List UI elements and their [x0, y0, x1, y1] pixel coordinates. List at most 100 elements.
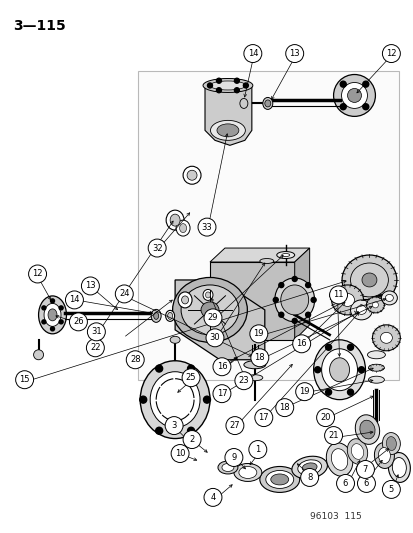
Circle shape	[292, 318, 297, 324]
Ellipse shape	[372, 325, 399, 351]
Ellipse shape	[385, 294, 392, 301]
Ellipse shape	[330, 449, 347, 470]
Ellipse shape	[270, 474, 288, 485]
Text: 5: 5	[388, 485, 393, 494]
Text: 10: 10	[174, 449, 185, 458]
Ellipse shape	[259, 466, 299, 492]
Text: 21: 21	[328, 431, 338, 440]
Text: 22: 22	[90, 343, 100, 352]
Text: 20: 20	[320, 413, 330, 422]
Ellipse shape	[276, 252, 294, 259]
Text: 9: 9	[231, 453, 236, 462]
Circle shape	[225, 417, 243, 434]
Ellipse shape	[350, 263, 387, 297]
Circle shape	[254, 409, 272, 426]
Circle shape	[358, 367, 363, 373]
Ellipse shape	[201, 302, 218, 318]
Ellipse shape	[167, 312, 172, 319]
Circle shape	[16, 371, 33, 389]
Text: 16: 16	[296, 340, 306, 348]
Ellipse shape	[274, 278, 314, 322]
Ellipse shape	[347, 88, 361, 102]
Circle shape	[357, 474, 375, 492]
Ellipse shape	[178, 292, 192, 308]
Text: 2: 2	[189, 435, 194, 444]
Text: 17: 17	[258, 413, 268, 422]
Circle shape	[50, 327, 55, 331]
Circle shape	[356, 461, 373, 479]
Text: 96103  115: 96103 115	[309, 512, 361, 521]
Ellipse shape	[181, 296, 188, 304]
Circle shape	[339, 104, 345, 110]
Text: 3—115: 3—115	[13, 19, 65, 33]
Circle shape	[314, 367, 320, 373]
Circle shape	[182, 369, 199, 386]
Text: 14: 14	[247, 49, 257, 58]
Text: 11: 11	[332, 290, 343, 300]
Circle shape	[115, 285, 133, 303]
Circle shape	[305, 282, 310, 288]
Text: 13: 13	[289, 49, 299, 58]
Ellipse shape	[321, 349, 357, 391]
Circle shape	[243, 45, 261, 62]
Ellipse shape	[387, 453, 409, 482]
Ellipse shape	[325, 443, 352, 476]
Ellipse shape	[366, 297, 384, 313]
Circle shape	[336, 474, 354, 492]
Circle shape	[234, 372, 252, 390]
Ellipse shape	[170, 336, 180, 343]
Ellipse shape	[243, 361, 265, 369]
Circle shape	[329, 286, 347, 304]
Circle shape	[69, 313, 87, 331]
Ellipse shape	[350, 300, 372, 320]
Circle shape	[382, 45, 399, 62]
Circle shape	[347, 344, 353, 350]
Text: 12: 12	[32, 270, 43, 278]
Circle shape	[203, 396, 210, 403]
Ellipse shape	[239, 99, 247, 108]
Circle shape	[278, 282, 283, 288]
Circle shape	[126, 351, 144, 369]
Ellipse shape	[373, 442, 394, 469]
Ellipse shape	[216, 124, 238, 137]
Circle shape	[206, 329, 223, 347]
Polygon shape	[204, 80, 251, 146]
Circle shape	[33, 350, 43, 360]
Ellipse shape	[329, 358, 349, 382]
Ellipse shape	[221, 464, 233, 472]
Ellipse shape	[170, 214, 180, 226]
Circle shape	[140, 396, 146, 403]
Circle shape	[59, 320, 63, 324]
Ellipse shape	[262, 98, 272, 109]
Ellipse shape	[238, 466, 256, 479]
Circle shape	[292, 335, 310, 353]
Text: 25: 25	[185, 373, 196, 382]
Ellipse shape	[382, 433, 399, 455]
Circle shape	[183, 431, 201, 449]
Ellipse shape	[341, 255, 396, 305]
Circle shape	[248, 441, 266, 458]
Circle shape	[59, 306, 63, 310]
Circle shape	[325, 389, 331, 395]
Circle shape	[224, 449, 242, 466]
Circle shape	[243, 83, 248, 88]
Ellipse shape	[165, 310, 174, 321]
Text: 27: 27	[229, 421, 240, 430]
Circle shape	[278, 312, 283, 317]
Circle shape	[273, 297, 278, 302]
Text: 32: 32	[152, 244, 162, 253]
Ellipse shape	[264, 100, 270, 107]
Circle shape	[212, 385, 230, 402]
Ellipse shape	[44, 303, 61, 326]
Circle shape	[171, 445, 189, 463]
Circle shape	[292, 277, 297, 281]
Text: 7: 7	[362, 465, 367, 474]
Circle shape	[65, 291, 83, 309]
Text: 33: 33	[201, 223, 212, 232]
Circle shape	[50, 299, 55, 303]
Text: 26: 26	[73, 317, 83, 326]
Text: 8: 8	[306, 473, 311, 482]
Ellipse shape	[151, 309, 161, 322]
Text: 4: 4	[210, 493, 215, 502]
Circle shape	[148, 239, 166, 257]
